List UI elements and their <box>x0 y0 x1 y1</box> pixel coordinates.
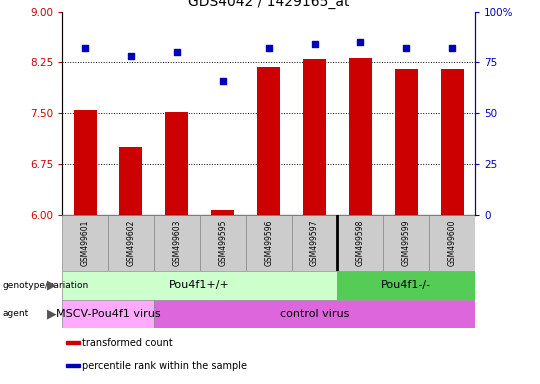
Bar <box>338 215 383 271</box>
Text: ▶: ▶ <box>47 279 57 291</box>
Bar <box>66 341 80 344</box>
Text: percentile rank within the sample: percentile rank within the sample <box>82 361 247 371</box>
Bar <box>200 215 246 271</box>
Text: GSM499602: GSM499602 <box>126 220 136 266</box>
Bar <box>62 271 338 300</box>
Bar <box>108 215 154 271</box>
Bar <box>246 215 292 271</box>
Text: GSM499600: GSM499600 <box>448 220 457 266</box>
Text: transformed count: transformed count <box>82 338 173 348</box>
Point <box>172 49 181 55</box>
Bar <box>429 215 475 271</box>
Bar <box>257 67 280 215</box>
Bar <box>292 215 338 271</box>
Bar <box>303 59 326 215</box>
Text: GSM499598: GSM499598 <box>356 220 365 266</box>
Bar <box>73 110 97 215</box>
Point <box>310 41 319 47</box>
Bar <box>211 210 234 215</box>
Text: ▶: ▶ <box>47 308 57 320</box>
Text: genotype/variation: genotype/variation <box>3 281 89 290</box>
Bar <box>349 58 372 215</box>
Text: control virus: control virus <box>280 309 349 319</box>
Text: MSCV-Pou4f1 virus: MSCV-Pou4f1 virus <box>56 309 160 319</box>
Text: Pou4f1+/+: Pou4f1+/+ <box>170 280 230 290</box>
Point <box>218 78 227 84</box>
Bar <box>62 300 154 328</box>
Point <box>126 53 135 60</box>
Text: GSM499595: GSM499595 <box>218 220 227 266</box>
Text: GSM499596: GSM499596 <box>264 220 273 266</box>
Text: Pou4f1-/-: Pou4f1-/- <box>381 280 431 290</box>
Text: GSM499599: GSM499599 <box>402 220 411 266</box>
Point <box>356 39 365 45</box>
Bar <box>119 147 143 215</box>
Text: GSM499603: GSM499603 <box>172 220 181 266</box>
Bar <box>62 215 108 271</box>
Title: GDS4042 / 1429165_at: GDS4042 / 1429165_at <box>188 0 349 9</box>
Text: GSM499597: GSM499597 <box>310 220 319 266</box>
Point <box>448 45 456 51</box>
Text: GSM499601: GSM499601 <box>80 220 90 266</box>
Bar <box>441 69 464 215</box>
Bar <box>395 69 418 215</box>
Bar <box>66 364 80 367</box>
Bar <box>383 215 429 271</box>
Text: agent: agent <box>3 310 29 318</box>
Bar <box>165 112 188 215</box>
Point <box>402 45 410 51</box>
Bar <box>338 271 475 300</box>
Point <box>265 45 273 51</box>
Point <box>81 45 90 51</box>
Bar <box>154 300 475 328</box>
Bar <box>154 215 200 271</box>
